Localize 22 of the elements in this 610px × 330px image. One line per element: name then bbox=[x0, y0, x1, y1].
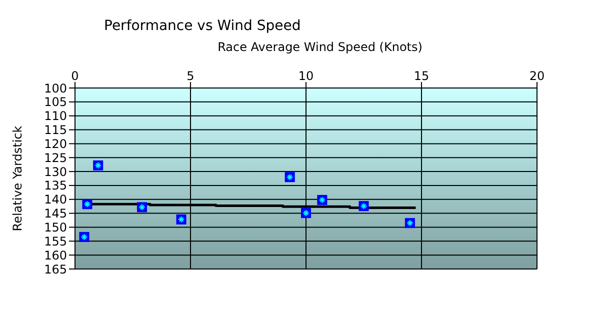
y-tick-label: 125 bbox=[44, 150, 67, 165]
y-tick-label: 110 bbox=[44, 109, 67, 124]
y-tick-label: 160 bbox=[44, 248, 67, 262]
chart-title: Performance vs Wind Speed bbox=[104, 18, 301, 34]
y-tick-label: 100 bbox=[44, 81, 67, 96]
y-tick-label: 115 bbox=[44, 123, 67, 138]
y-axis-title: Relative Yardstick bbox=[10, 126, 24, 232]
x-tick-label: 15 bbox=[414, 69, 430, 83]
y-tick-label: 165 bbox=[44, 262, 67, 276]
y-tick-label: 155 bbox=[44, 234, 67, 248]
y-tick-label: 150 bbox=[44, 220, 67, 234]
y-tick-label: 145 bbox=[44, 206, 67, 221]
y-tick-label: 120 bbox=[44, 136, 67, 151]
x-tick-label: 20 bbox=[529, 69, 545, 83]
y-tick-label: 140 bbox=[44, 192, 67, 207]
x-tick-label: 5 bbox=[186, 69, 194, 83]
x-tick-label: 0 bbox=[71, 69, 79, 83]
y-tick-label: 135 bbox=[44, 178, 67, 193]
y-tick-label: 130 bbox=[44, 164, 67, 179]
x-axis-title: Race Average Wind Speed (Knots) bbox=[216, 40, 424, 54]
x-tick-label: 10 bbox=[298, 69, 314, 83]
y-tick-label: 105 bbox=[44, 95, 67, 110]
